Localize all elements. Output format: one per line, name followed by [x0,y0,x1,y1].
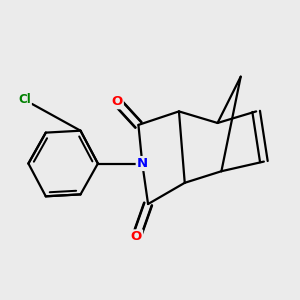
Text: O: O [131,230,142,243]
Text: O: O [112,95,123,108]
Text: Cl: Cl [18,93,31,106]
Text: N: N [137,157,148,170]
